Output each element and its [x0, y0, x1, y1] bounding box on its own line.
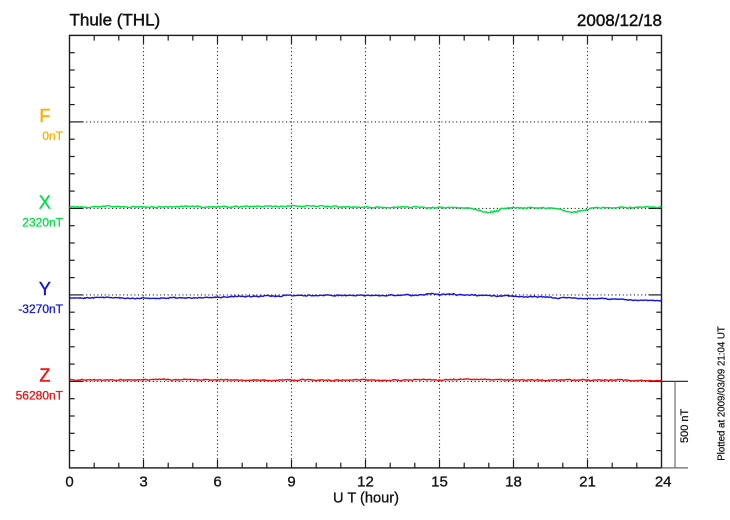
svg-text:500 nT: 500 nT [679, 408, 691, 443]
svg-text:Y: Y [39, 279, 51, 299]
svg-text:2320nT: 2320nT [22, 215, 63, 229]
svg-text:Z: Z [39, 365, 50, 385]
svg-text:X: X [39, 192, 51, 212]
svg-text:-3270nT: -3270nT [18, 302, 63, 316]
svg-text:6: 6 [213, 474, 221, 491]
svg-text:56280nT: 56280nT [16, 388, 64, 402]
svg-text:Plotted at 2009/03/09 21:04 UT: Plotted at 2009/03/09 21:04 UT [717, 326, 728, 461]
svg-text:2008/12/18: 2008/12/18 [577, 11, 662, 30]
svg-text:3: 3 [139, 474, 147, 491]
svg-text:18: 18 [505, 474, 522, 491]
svg-text:24: 24 [655, 474, 672, 491]
svg-text:Thule (THL): Thule (THL) [70, 11, 161, 30]
svg-text:21: 21 [579, 474, 596, 491]
svg-text:9: 9 [287, 474, 295, 491]
svg-text:F: F [39, 106, 50, 126]
svg-text:12: 12 [357, 474, 374, 491]
svg-text:U T (hour): U T (hour) [333, 491, 399, 507]
svg-text:0nT: 0nT [42, 129, 63, 143]
svg-text:15: 15 [431, 474, 448, 491]
svg-text:0: 0 [65, 474, 73, 491]
